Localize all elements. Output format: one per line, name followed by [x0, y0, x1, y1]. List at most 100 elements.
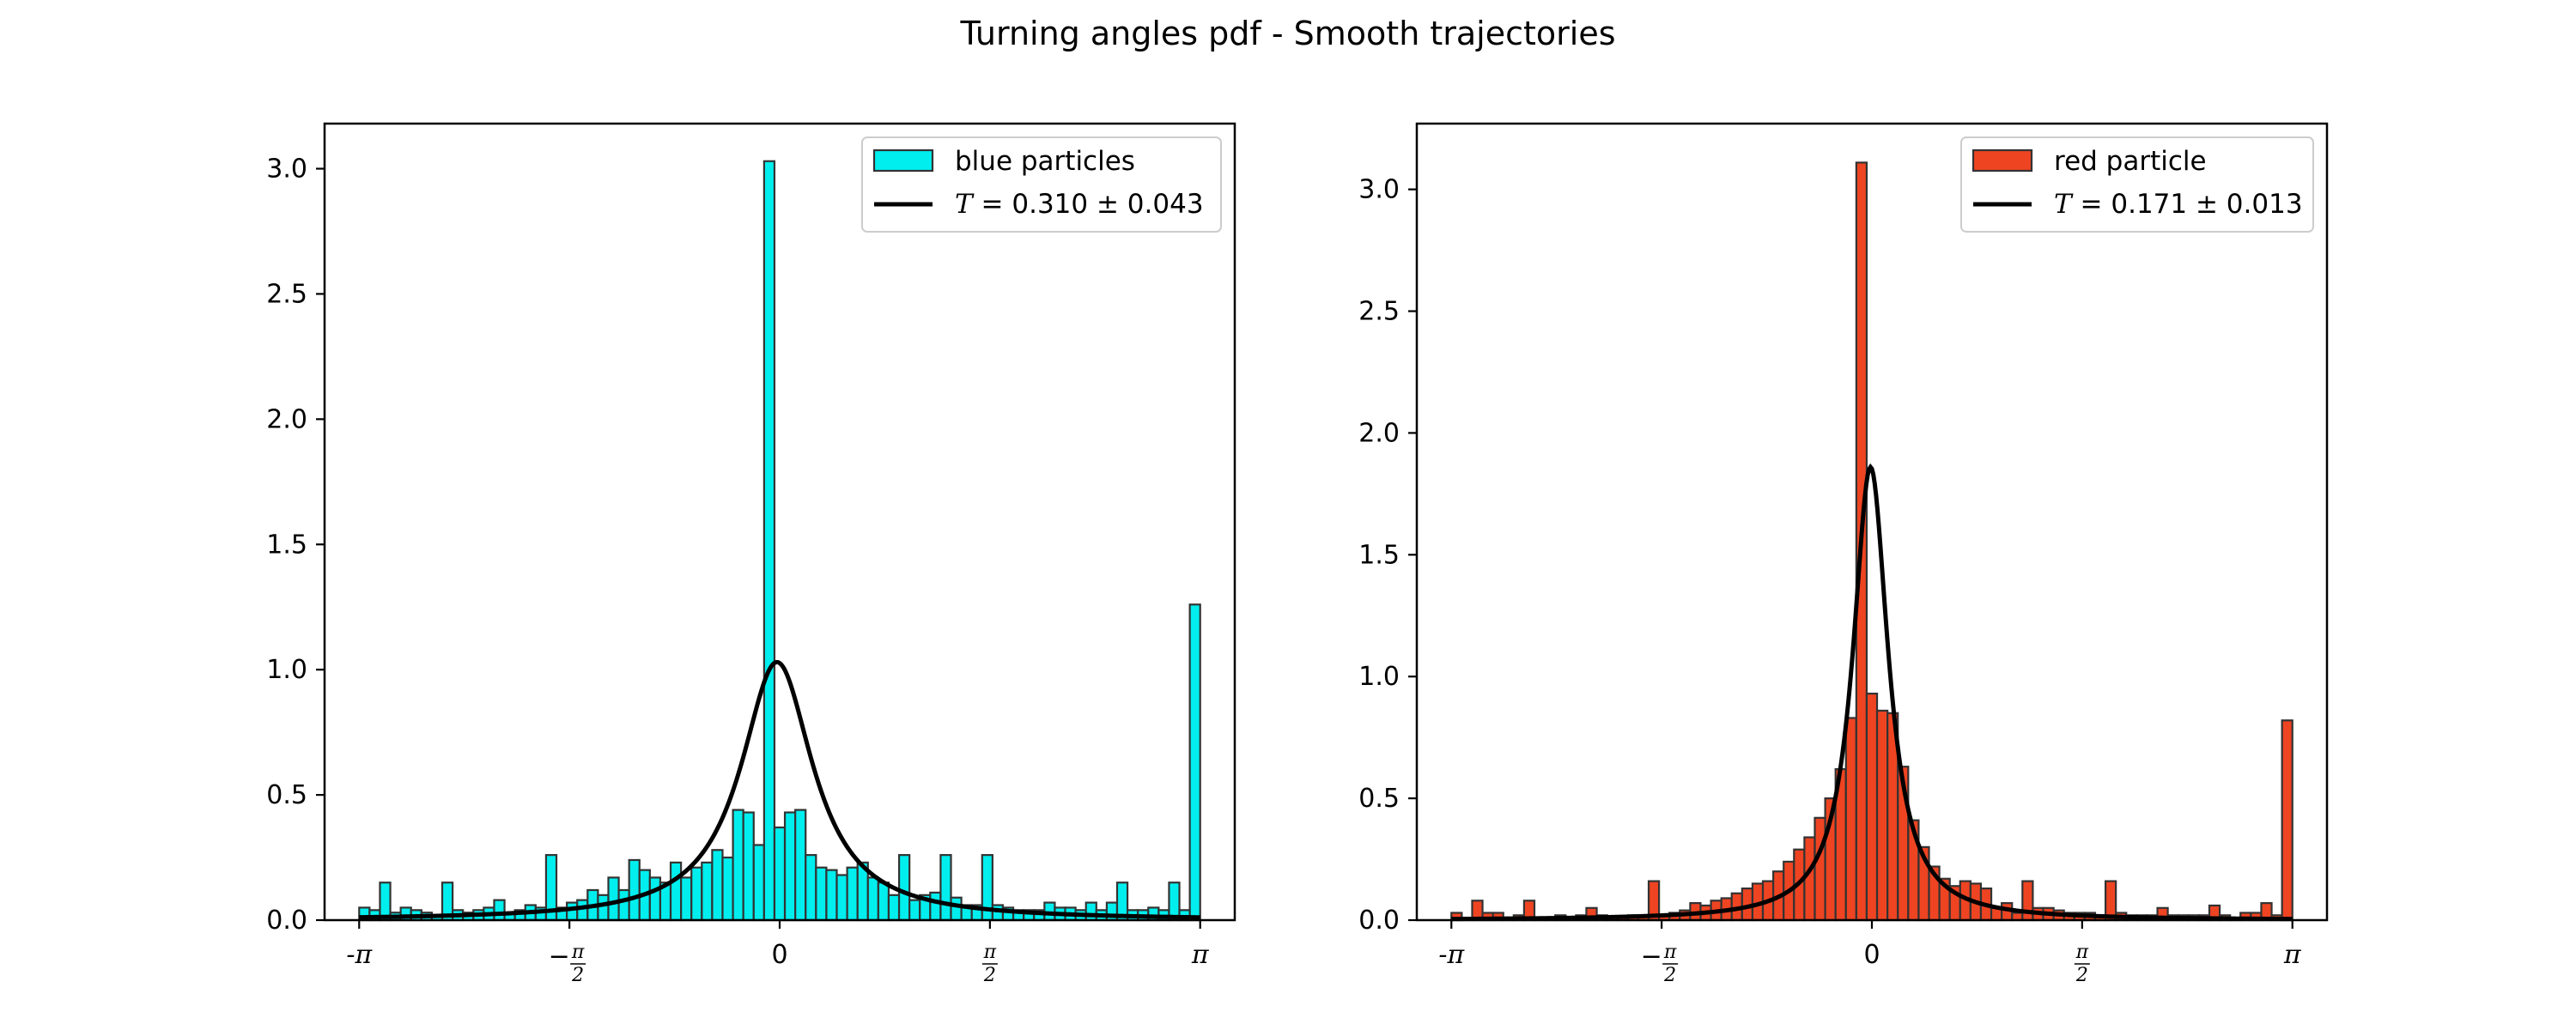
x-tick-label: π2 — [981, 942, 998, 986]
x-tick-label-denominator: 2 — [2075, 965, 2088, 986]
y-tick-label: 0.5 — [266, 780, 307, 810]
histogram-bar — [752, 844, 765, 922]
histogram-bar — [783, 811, 797, 922]
x-tick-label: π — [1191, 940, 1210, 970]
x-tick-label: 0 — [771, 940, 787, 970]
x-tick-label: 0 — [1863, 940, 1880, 970]
legend-label-fit: T = 0.310 ± 0.043 — [955, 189, 1204, 220]
histogram-bar — [1875, 709, 1889, 922]
legend-swatch-histogram — [1971, 148, 2033, 173]
histogram-bar — [721, 856, 734, 922]
y-tick-label: 1.0 — [1358, 662, 1400, 692]
histogram-bar — [877, 882, 890, 922]
x-tick-label-numerator: π — [571, 942, 585, 963]
fit-curve-line — [359, 659, 1200, 920]
x-tick-label: -π — [346, 940, 373, 970]
histogram-bar — [1084, 901, 1097, 922]
y-tick-label: 1.5 — [266, 530, 307, 560]
histogram-bar — [379, 882, 392, 922]
legend-label-histogram: red particle — [2054, 146, 2207, 177]
histogram-bar — [669, 861, 683, 922]
histogram-bar — [950, 896, 963, 922]
histogram-bar — [1844, 717, 1857, 922]
histogram-bar — [897, 854, 911, 922]
histogram-bar — [1814, 816, 1826, 922]
fit-curve-line — [1451, 463, 2293, 922]
y-tick-label: 0.5 — [1358, 784, 1400, 814]
histogram-bar — [597, 894, 610, 922]
legend-swatch-histogram — [872, 148, 934, 173]
y-tick-label: 2.5 — [266, 279, 307, 309]
histogram-bar — [1168, 882, 1181, 922]
histogram-bar — [887, 894, 901, 922]
x-tick-label-sign: − — [549, 942, 570, 972]
legend-box — [861, 136, 1222, 233]
histogram-bar — [929, 891, 942, 922]
histogram-bar — [939, 854, 952, 922]
legend: blue particles T = 0.310 ± 0.043 — [861, 136, 1222, 233]
y-tick-label: 2.5 — [1358, 297, 1400, 327]
histogram-bar — [2011, 912, 2024, 922]
y-tick-label: 2.0 — [266, 404, 307, 434]
x-tick-label-numerator: π — [1663, 942, 1677, 963]
histogram-bar — [825, 869, 838, 922]
histogram-bar — [732, 809, 744, 922]
y-tick-label: 3.0 — [1358, 175, 1400, 205]
x-tick-label-denominator: 2 — [571, 965, 584, 986]
legend: red particle T = 0.171 ± 0.013 — [1960, 136, 2314, 233]
histogram-bar — [690, 866, 703, 922]
x-tick-label: -π — [1438, 940, 1465, 970]
histogram-bar — [711, 849, 724, 922]
histogram-bar — [493, 899, 506, 922]
histogram-bar — [1865, 692, 1879, 922]
y-tick-label: 3.0 — [266, 154, 307, 185]
y-tick-label: 2.0 — [1358, 418, 1400, 448]
histogram-bar — [773, 826, 787, 922]
x-tick-label-numerator: π — [2075, 942, 2089, 963]
histogram-bar — [815, 866, 828, 922]
histogram-bar — [846, 866, 859, 922]
x-tick-label: − π2 — [1641, 942, 1679, 986]
legend-box — [1960, 136, 2314, 233]
legend-label-fit-value: = 0.171 ± 0.013 — [2072, 189, 2303, 220]
histogram-bar — [680, 876, 693, 922]
y-tick-label: 1.0 — [266, 655, 307, 685]
histogram-bar — [607, 876, 620, 922]
x-tick-label: π2 — [2074, 942, 2090, 986]
histogram-bar — [648, 876, 662, 922]
x-tick-label-numerator: π — [983, 942, 997, 963]
histogram-bar — [2104, 880, 2117, 922]
histogram-bar — [805, 854, 817, 922]
legend-label-fit-value: = 0.310 ± 0.043 — [973, 189, 1204, 220]
x-tick-label-sign: − — [1641, 942, 1662, 972]
legend-label-histogram: blue particles — [955, 146, 1135, 177]
x-tick-label: − π2 — [549, 942, 586, 986]
x-tick-label-denominator: 2 — [983, 965, 996, 986]
histogram-bar — [576, 899, 589, 922]
histogram-bar — [866, 876, 879, 922]
y-tick-label: 1.5 — [1358, 540, 1400, 570]
figure-title: Turning angles pdf - Smooth trajectories — [959, 15, 1615, 52]
histogram-bar — [1803, 836, 1816, 922]
histogram-bar — [701, 861, 714, 922]
histogram-bar — [566, 901, 579, 922]
y-tick-label: 0.0 — [266, 906, 307, 936]
histogram-bar — [835, 874, 848, 922]
histogram-bar — [617, 888, 630, 922]
histogram-bar — [742, 811, 755, 922]
y-tick-label: 0.0 — [1358, 906, 1400, 936]
histogram-bar — [2281, 719, 2293, 922]
histogram-bar — [794, 809, 807, 922]
legend-label-fit: T = 0.171 ± 0.013 — [2054, 189, 2303, 220]
histogram-bar — [1188, 603, 1201, 922]
histogram-bar — [628, 858, 641, 922]
histogram-bar — [908, 899, 921, 922]
legend-label-fit-symbol: T — [955, 189, 975, 220]
x-tick-label-denominator: 2 — [1663, 965, 1676, 986]
histogram-bar — [762, 160, 776, 922]
legend-label-fit-symbol: T — [2054, 189, 2074, 220]
x-tick-label: π — [2283, 940, 2302, 970]
